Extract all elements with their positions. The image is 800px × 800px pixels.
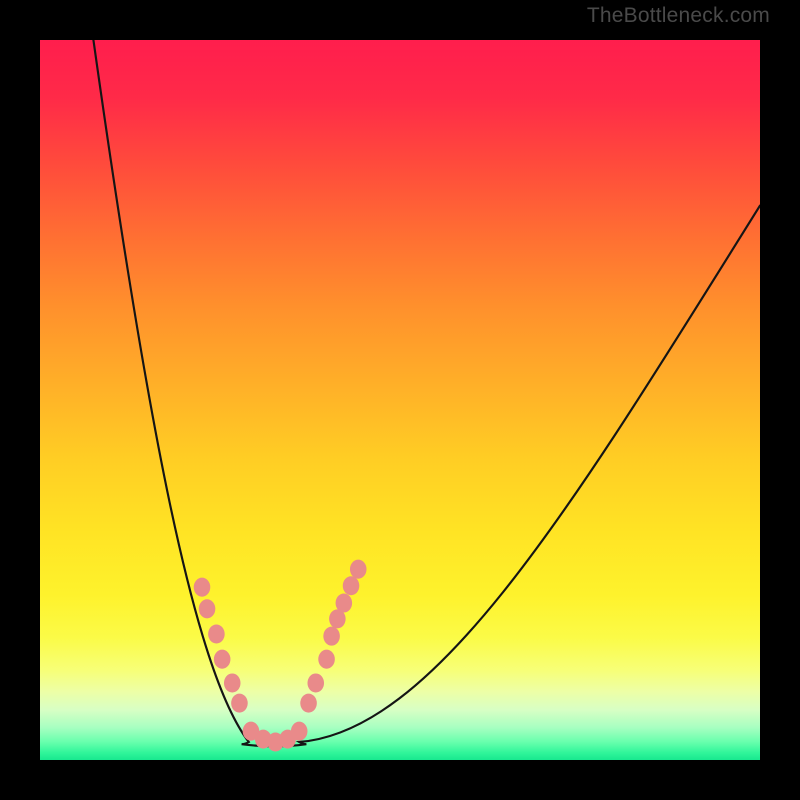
marker-dot: [208, 624, 225, 643]
marker-dot: [307, 673, 324, 692]
watermark-text: TheBottleneck.com: [587, 4, 770, 28]
marker-dot: [199, 599, 216, 618]
chart-stage: TheBottleneck.com: [0, 0, 800, 800]
marker-dot: [224, 673, 241, 692]
marker-dot: [214, 650, 231, 669]
marker-dot: [318, 650, 335, 669]
marker-dot: [336, 594, 353, 613]
marker-dot: [300, 694, 317, 713]
marker-dot: [291, 722, 308, 741]
plot-area: [40, 40, 760, 760]
marker-dot: [343, 576, 360, 595]
bottleneck-curve: [40, 40, 760, 760]
marker-dot: [350, 560, 367, 579]
marker-dot: [194, 578, 211, 597]
marker-dot: [323, 627, 340, 646]
marker-dot: [231, 694, 248, 713]
